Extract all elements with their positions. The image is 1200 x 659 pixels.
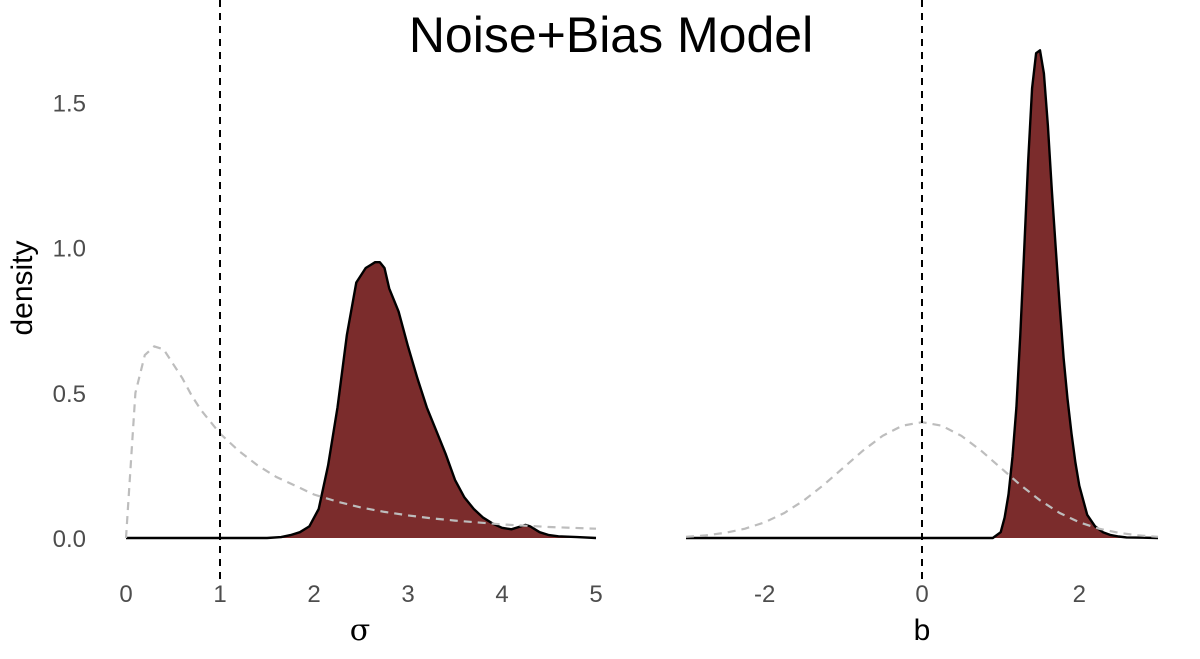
- y-axis-label: density: [6, 240, 39, 335]
- x-tick-label-left: 2: [307, 581, 320, 608]
- x-tick-label-left: 5: [589, 581, 602, 608]
- x-axis-label-left: σ: [350, 613, 370, 648]
- x-tick-label-left: 0: [119, 581, 132, 608]
- posterior-area-right: [686, 50, 1158, 539]
- x-tick-label-left: 1: [213, 581, 226, 608]
- x-tick-label-right: 0: [915, 581, 928, 608]
- chart-title: Noise+Bias Model: [409, 7, 813, 63]
- x-tick-label-right: -2: [754, 581, 775, 608]
- x-tick-label-left: 4: [495, 581, 508, 608]
- x-axis-label-right: b: [914, 614, 931, 647]
- x-tick-label-left: 3: [401, 581, 414, 608]
- prior-line-left: [124, 345, 597, 539]
- x-tick-label-right: 2: [1073, 581, 1086, 608]
- y-tick-label: 0.0: [53, 526, 86, 553]
- posterior-area-left: [126, 262, 596, 538]
- y-tick-label: 1.5: [53, 91, 86, 118]
- y-tick-label: 0.5: [53, 381, 86, 408]
- y-tick-label: 1.0: [53, 236, 86, 263]
